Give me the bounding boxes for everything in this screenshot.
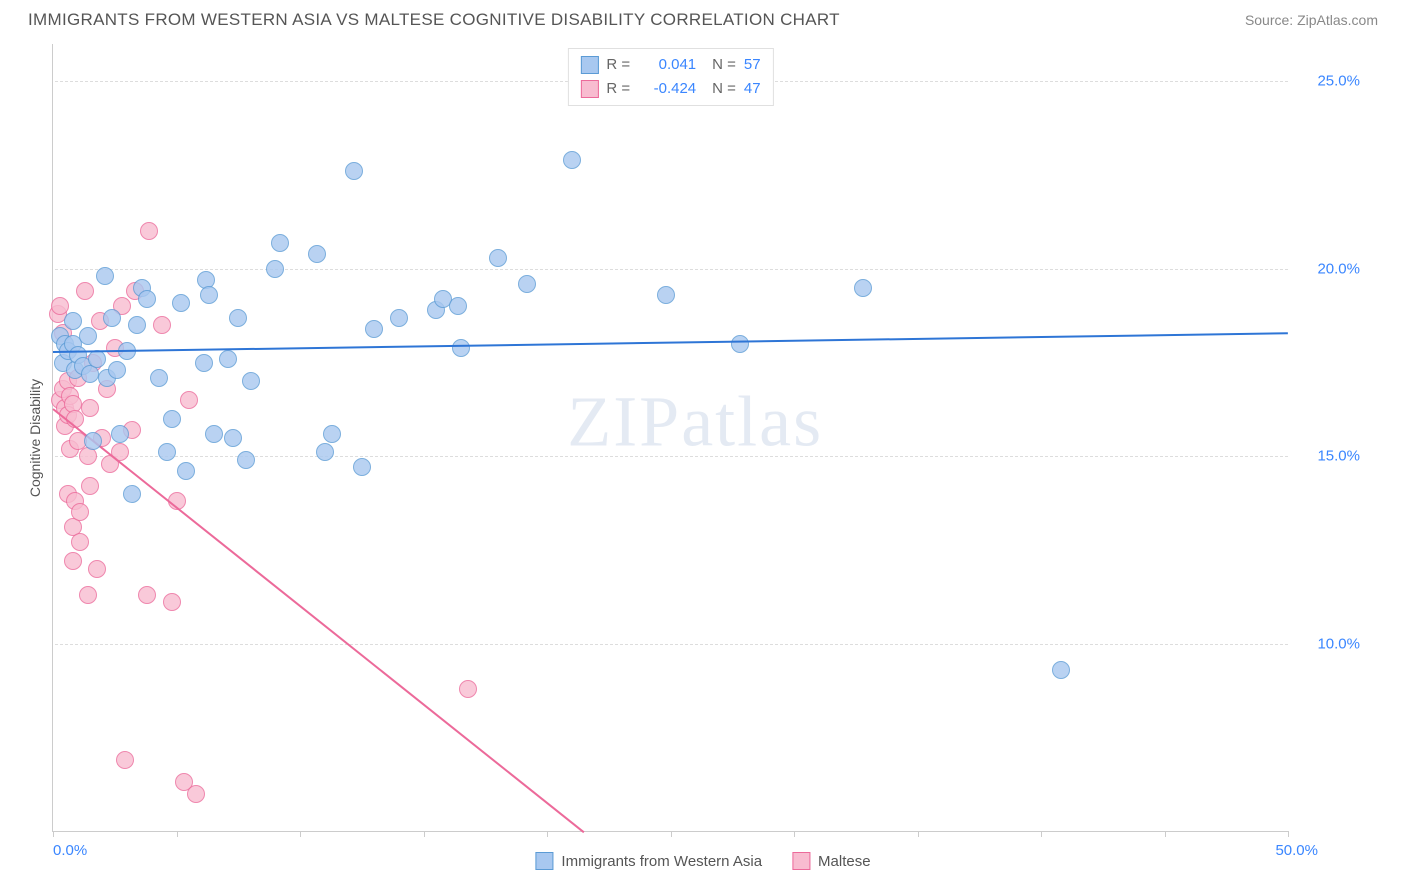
swatch-blue [535,852,553,870]
plot-area: Cognitive Disability ZIPatlas R = 0.041 … [52,44,1288,832]
x-tick [177,831,178,837]
x-tick-label: 0.0% [53,842,87,859]
data-point [103,309,121,327]
data-point [163,410,181,428]
x-tick [547,831,548,837]
y-tick-label: 25.0% [1317,73,1360,90]
data-point [224,429,242,447]
data-point [205,425,223,443]
data-point [111,425,129,443]
data-point [123,485,141,503]
data-point [140,222,158,240]
x-tick [918,831,919,837]
data-point [108,361,126,379]
data-point [79,586,97,604]
data-point [138,290,156,308]
data-point [88,350,106,368]
data-point [71,503,89,521]
data-point [316,443,334,461]
data-point [345,162,363,180]
data-point [153,316,171,334]
data-point [177,462,195,480]
correlation-legend: R = 0.041 N = 57 R = -0.424 N = 47 [567,48,773,106]
chart-container: Cognitive Disability ZIPatlas R = 0.041 … [28,44,1378,882]
data-point [390,309,408,327]
data-point [138,586,156,604]
x-tick [1041,831,1042,837]
watermark: ZIPatlas [567,380,823,463]
data-point [158,443,176,461]
data-point [242,372,260,390]
swatch-pink [580,80,598,98]
data-point [195,354,213,372]
data-point [128,316,146,334]
data-point [76,282,94,300]
data-point [1052,661,1070,679]
data-point [563,151,581,169]
data-point [229,309,247,327]
data-point [84,432,102,450]
data-point [854,279,872,297]
data-point [51,297,69,315]
data-point [116,751,134,769]
data-point [200,286,218,304]
data-point [71,533,89,551]
data-point [657,286,675,304]
data-point [96,267,114,285]
legend-item-blue: Immigrants from Western Asia [535,852,762,870]
x-tick [53,831,54,837]
data-point [237,451,255,469]
x-tick [1165,831,1166,837]
data-point [163,593,181,611]
x-tick [794,831,795,837]
x-tick [671,831,672,837]
data-point [180,391,198,409]
data-point [459,680,477,698]
data-point [64,312,82,330]
chart-title: IMMIGRANTS FROM WESTERN ASIA VS MALTESE … [28,10,840,30]
swatch-blue [580,56,598,74]
data-point [449,297,467,315]
x-tick-label: 50.0% [1275,842,1318,859]
y-axis-label: Cognitive Disability [27,378,43,496]
source-attribution: Source: ZipAtlas.com [1245,12,1378,28]
source-link[interactable]: ZipAtlas.com [1297,12,1378,28]
gridline [55,269,1288,270]
data-point [266,260,284,278]
data-point [187,785,205,803]
data-point [219,350,237,368]
data-point [81,399,99,417]
y-tick-label: 20.0% [1317,260,1360,277]
data-point [172,294,190,312]
legend-row-blue: R = 0.041 N = 57 [580,53,760,77]
data-point [64,552,82,570]
y-tick-label: 15.0% [1317,448,1360,465]
data-point [731,335,749,353]
data-point [88,560,106,578]
gridline [55,644,1288,645]
data-point [489,249,507,267]
trend-line [53,333,1288,354]
data-point [323,425,341,443]
y-tick-label: 10.0% [1317,635,1360,652]
series-legend: Immigrants from Western Asia Maltese [535,852,870,870]
data-point [150,369,168,387]
swatch-pink [792,852,810,870]
data-point [308,245,326,263]
legend-row-pink: R = -0.424 N = 47 [580,77,760,101]
data-point [353,458,371,476]
legend-item-pink: Maltese [792,852,871,870]
data-point [79,327,97,345]
data-point [518,275,536,293]
trend-line [52,408,584,833]
data-point [271,234,289,252]
data-point [452,339,470,357]
data-point [81,477,99,495]
x-tick [300,831,301,837]
x-tick [424,831,425,837]
data-point [365,320,383,338]
x-tick [1288,831,1289,837]
